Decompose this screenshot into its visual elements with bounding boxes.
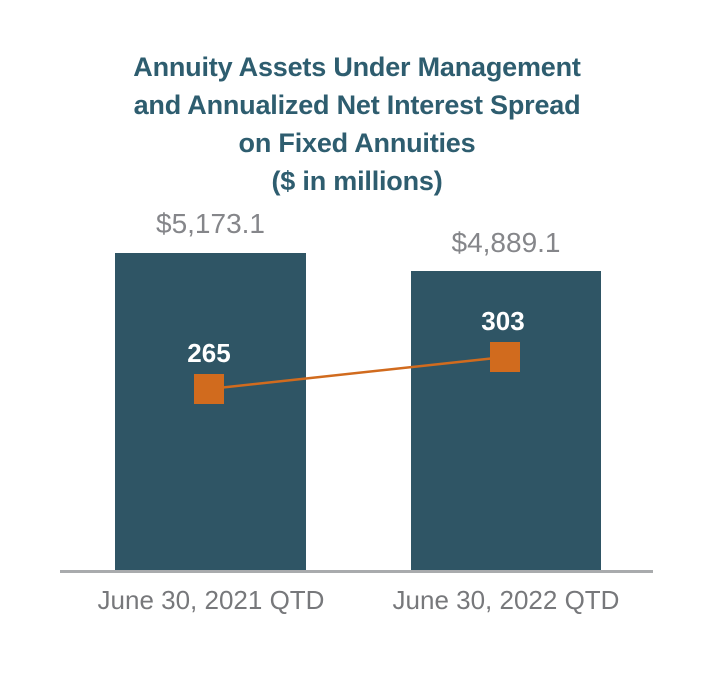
chart-title-line: ($ in millions) <box>271 166 443 196</box>
spread-marker-2022 <box>490 342 520 372</box>
spread-marker-2021 <box>194 374 224 404</box>
chart-title-line: Annuity Assets Under Management <box>133 52 581 82</box>
spread-value-2021: 265 <box>187 338 231 368</box>
bar-value-label-2022: $4,889.1 <box>451 227 561 258</box>
chart-title: Annuity Assets Under Management and Annu… <box>0 48 714 200</box>
bar-value-label-2021: $5,173.1 <box>156 208 265 239</box>
spread-value-2022: 303 <box>481 306 525 336</box>
chart-title-line: and Annualized Net Interest Spread <box>133 90 581 120</box>
x-axis-line <box>60 570 653 573</box>
x-axis-label-2022: June 30, 2022 QTD <box>392 585 620 615</box>
chart-title-line: on Fixed Annuities <box>238 128 476 158</box>
bar-2021 <box>115 253 306 571</box>
x-axis-label-2021: June 30, 2021 QTD <box>97 585 325 615</box>
bar-2022 <box>411 271 601 571</box>
